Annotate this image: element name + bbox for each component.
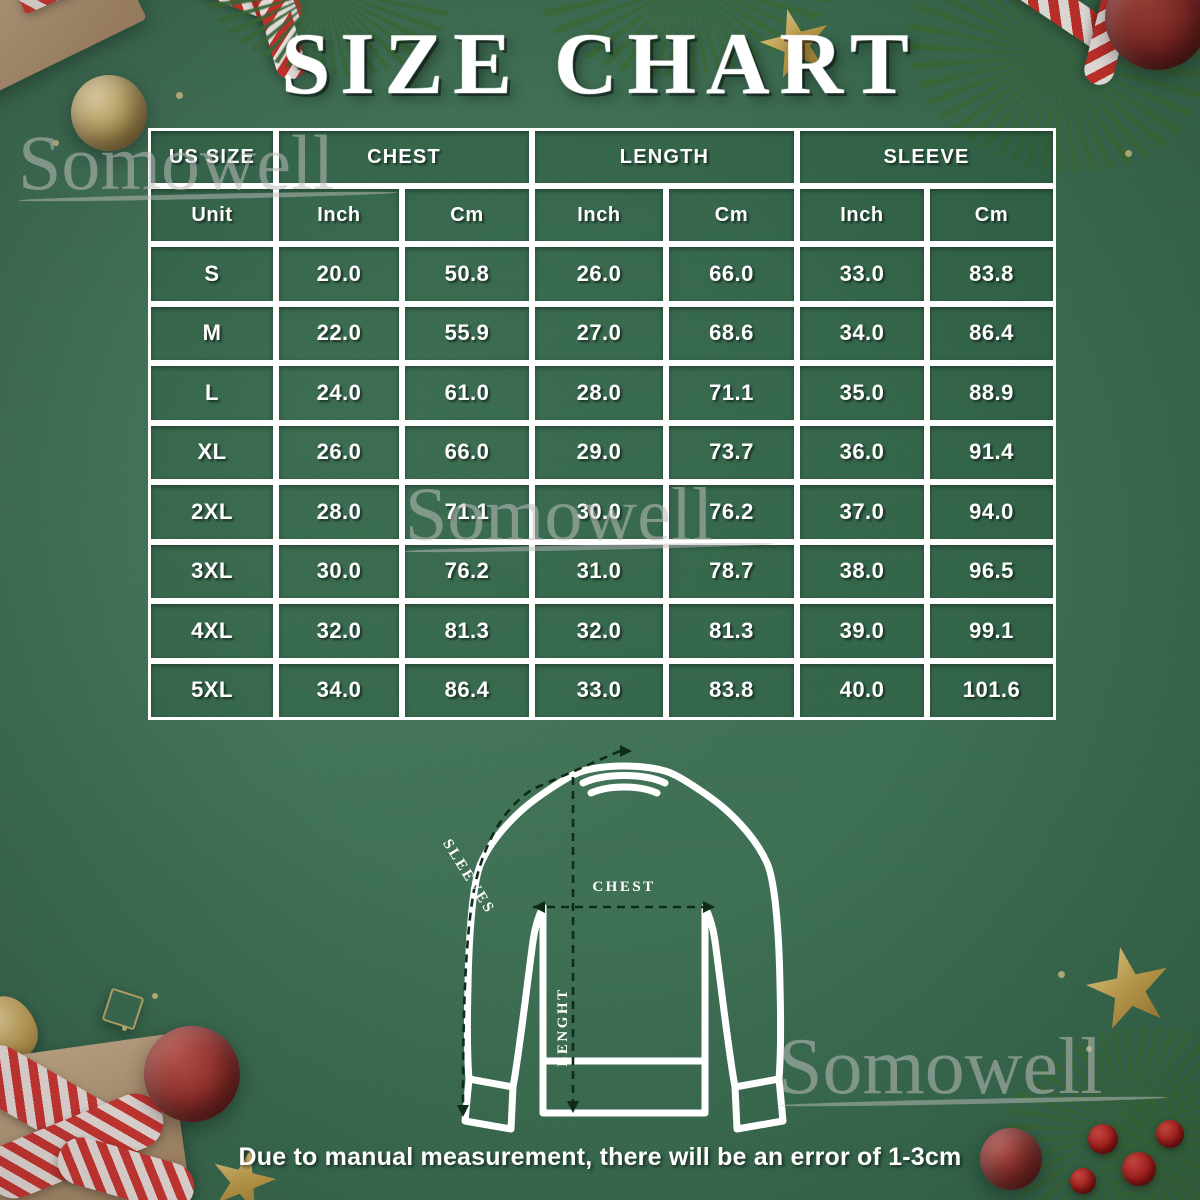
cell-sleeve-cm: 83.8 [927,244,1056,304]
cell-chest-inch: 28.0 [276,482,402,542]
cell-sleeve-cm: 86.4 [927,303,1056,363]
cell-length-cm: 71.1 [666,363,797,423]
cell-size: M [148,303,276,363]
cell-chest-inch: 22.0 [276,303,402,363]
table-row: 4XL 32.0 81.3 32.0 81.3 39.0 99.1 [148,601,1056,661]
cell-sleeve-cm: 96.5 [927,541,1056,601]
unit-header-chest-cm: Cm [402,186,532,244]
cell-length-cm: 73.7 [666,422,797,482]
cell-chest-inch: 30.0 [276,541,402,601]
cell-length-cm: 66.0 [666,244,797,304]
cell-size: 5XL [148,660,276,720]
garment-measurement-diagram: CHEST LENGHT SLEEVES [415,735,815,1145]
cell-sleeve-inch: 38.0 [797,541,927,601]
table-row: M 22.0 55.9 27.0 68.6 34.0 86.4 [148,303,1056,363]
cell-length-cm: 68.6 [666,303,797,363]
cell-chest-cm: 86.4 [402,660,532,720]
cell-size: 2XL [148,482,276,542]
cell-chest-inch: 24.0 [276,363,402,423]
cell-chest-cm: 61.0 [402,363,532,423]
cell-sleeve-cm: 88.9 [927,363,1056,423]
table-row: S 20.0 50.8 26.0 66.0 33.0 83.8 [148,244,1056,304]
cell-length-inch: 33.0 [532,660,666,720]
cell-size: 4XL [148,601,276,661]
cell-length-inch: 26.0 [532,244,666,304]
cell-length-inch: 28.0 [532,363,666,423]
cell-length-cm: 76.2 [666,482,797,542]
page-title: SIZE CHART [281,16,919,114]
cell-sleeve-inch: 36.0 [797,422,927,482]
cell-size: S [148,244,276,304]
cell-sleeve-inch: 34.0 [797,303,927,363]
chest-measure-arrow [533,901,715,913]
table-unit-header-row: Unit Inch Cm Inch Cm Inch Cm [148,186,1056,244]
cell-chest-cm: 76.2 [402,541,532,601]
chest-label: CHEST [592,879,655,895]
cell-sleeve-inch: 37.0 [797,482,927,542]
table-row: L 24.0 61.0 28.0 71.1 35.0 88.9 [148,363,1056,423]
cell-length-cm: 78.7 [666,541,797,601]
cell-chest-cm: 71.1 [402,482,532,542]
unit-header-length-cm: Cm [666,186,797,244]
cell-size: L [148,363,276,423]
sweatshirt-outline [461,762,787,1133]
cell-chest-inch: 20.0 [276,244,402,304]
length-label: LENGHT [555,987,571,1066]
cell-chest-cm: 66.0 [402,422,532,482]
cell-sleeve-inch: 33.0 [797,244,927,304]
unit-header-unit: Unit [148,186,276,244]
unit-header-length-in: Inch [532,186,666,244]
size-chart-table: US SIZE CHEST LENGTH SLEEVE Unit Inch Cm… [148,128,1056,722]
cell-chest-inch: 26.0 [276,422,402,482]
length-measure-arrow [567,777,579,1113]
cell-sleeve-cm: 91.4 [927,422,1056,482]
cell-chest-cm: 50.8 [402,244,532,304]
table-row: 2XL 28.0 71.1 30.0 76.2 37.0 94.0 [148,482,1056,542]
cell-size: 3XL [148,541,276,601]
cell-chest-cm: 55.9 [402,303,532,363]
cell-sleeve-cm: 94.0 [927,482,1056,542]
table-row: 3XL 30.0 76.2 31.0 78.7 38.0 96.5 [148,541,1056,601]
cell-length-cm: 81.3 [666,601,797,661]
cell-length-inch: 27.0 [532,303,666,363]
group-header-us-size: US SIZE [148,128,276,186]
unit-header-sleeve-cm: Cm [927,186,1056,244]
cell-size: XL [148,422,276,482]
cell-length-inch: 31.0 [532,541,666,601]
table-body: S 20.0 50.8 26.0 66.0 33.0 83.8 M 22.0 55.9 27.0 68… [148,244,1056,720]
table-group-header-row: US SIZE CHEST LENGTH SLEEVE [148,128,1056,186]
cell-sleeve-inch: 35.0 [797,363,927,423]
cell-sleeve-cm: 99.1 [927,601,1056,661]
cell-length-cm: 83.8 [666,660,797,720]
cell-chest-cm: 81.3 [402,601,532,661]
group-header-length: LENGTH [532,128,797,186]
cell-chest-inch: 32.0 [276,601,402,661]
measurement-disclaimer: Due to manual measurement, there will be… [238,1143,962,1171]
cell-sleeve-inch: 39.0 [797,601,927,661]
table-row: 5XL 34.0 86.4 33.0 83.8 40.0 101.6 [148,660,1056,720]
group-header-chest: CHEST [276,128,532,186]
sleeves-measure-arrow [457,745,632,1117]
unit-header-chest-in: Inch [276,186,402,244]
cell-length-inch: 29.0 [532,422,666,482]
cell-sleeve-cm: 101.6 [927,660,1056,720]
cell-length-inch: 30.0 [532,482,666,542]
cell-length-inch: 32.0 [532,601,666,661]
cell-chest-inch: 34.0 [276,660,402,720]
cell-sleeve-inch: 40.0 [797,660,927,720]
unit-header-sleeve-in: Inch [797,186,927,244]
group-header-sleeve: SLEEVE [797,128,1056,186]
table-row: XL 26.0 66.0 29.0 73.7 36.0 91.4 [148,422,1056,482]
